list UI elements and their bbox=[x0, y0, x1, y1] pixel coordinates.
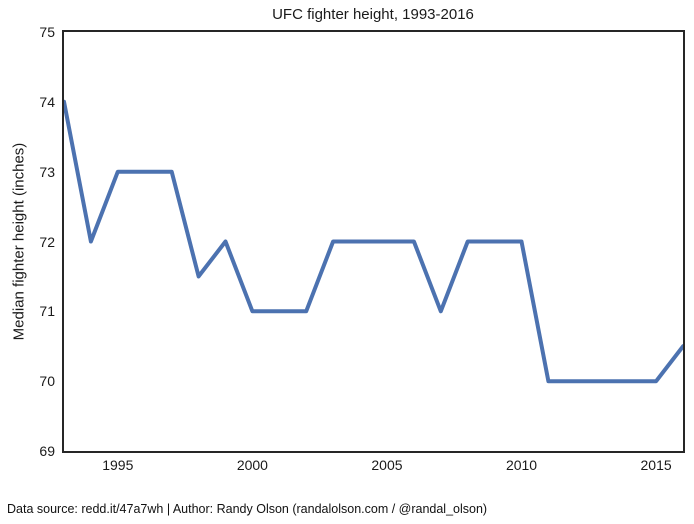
y-tick-label: 69 bbox=[39, 443, 55, 459]
x-tick-label: 2000 bbox=[236, 457, 268, 473]
x-tick-label: 2005 bbox=[371, 457, 403, 473]
y-tick-label: 75 bbox=[39, 24, 55, 40]
attribution-text: Data source: redd.it/47a7wh | Author: Ra… bbox=[7, 502, 488, 516]
y-tick-label: 72 bbox=[39, 233, 55, 250]
y-tick-label: 70 bbox=[39, 373, 55, 390]
chart-title: UFC fighter height, 1993-2016 bbox=[272, 6, 474, 23]
plot-svg bbox=[64, 99, 683, 384]
height-line-series bbox=[64, 99, 683, 384]
x-tick-label: 2010 bbox=[505, 457, 538, 473]
plot-area bbox=[62, 30, 685, 453]
x-tick-label: 1995 bbox=[102, 457, 134, 473]
y-tick-label: 73 bbox=[39, 163, 55, 180]
y-tick-label: 74 bbox=[39, 93, 55, 110]
y-tick-label: 71 bbox=[39, 303, 55, 320]
x-tick-label: 2015 bbox=[640, 457, 672, 473]
